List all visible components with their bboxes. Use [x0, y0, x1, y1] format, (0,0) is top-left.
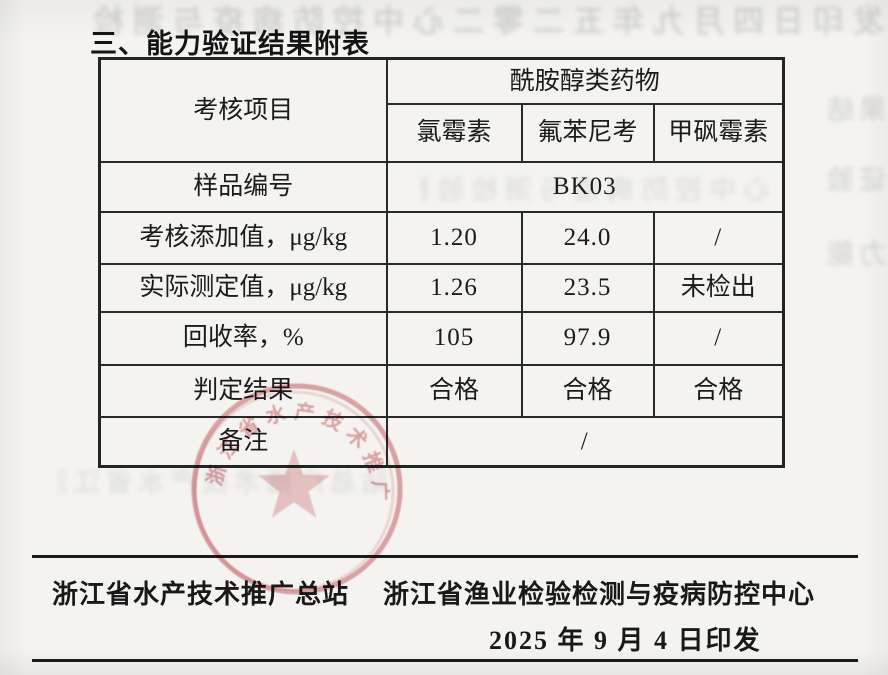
- row-label: 回收率，%: [98, 310, 388, 366]
- row-label: 样品编号: [98, 160, 388, 213]
- org-name-left: 浙江省水产技术推广总站: [52, 580, 350, 609]
- row-label: 实际测定值，μg/kg: [98, 262, 388, 313]
- bleedthrough-text: 力能: [822, 239, 886, 269]
- remarks-cell: /: [385, 415, 785, 468]
- org-name-right: 浙江省渔业检验检测与疫病防控中心: [383, 580, 816, 609]
- table-row-judgement: 判定结果 合格 合格 合格: [98, 363, 785, 418]
- cell-value: 1.20: [385, 210, 523, 265]
- corner-header-cell: 考核项目: [98, 57, 388, 163]
- section-title: 三、能力验证结果附表: [90, 29, 370, 59]
- cell-value: 未检出: [652, 262, 785, 313]
- cell-value: 1.26: [385, 262, 523, 313]
- row-label: 考核添加值，μg/kg: [98, 210, 388, 265]
- column-header-florfenicol: 氟苯尼考: [520, 102, 655, 163]
- table-row-sample-id: 样品编号 BK03: [98, 160, 785, 213]
- cell-value: /: [652, 210, 785, 265]
- cell-value: /: [652, 310, 785, 366]
- issuing-organizations: 浙江省水产技术推广总站 浙江省渔业检验检测与疫病防控中心: [52, 574, 815, 611]
- cell-value: 合格: [385, 363, 523, 418]
- cell-value: 24.0: [520, 210, 655, 265]
- issue-date: 2025 年 9 月 4 日印发: [489, 626, 762, 655]
- results-table: 考核项目 酰胺醇类药物 氯霉素 氟苯尼考 甲砜霉素 样品编号 BK03 考核添加…: [98, 57, 786, 468]
- footer-divider-top: [32, 555, 858, 558]
- cell-value: 105: [385, 310, 523, 366]
- row-label: 备注: [98, 415, 388, 468]
- cell-value: 合格: [520, 363, 655, 418]
- bleedthrough-text: 果结: [822, 95, 886, 125]
- cell-value: 合格: [652, 363, 785, 418]
- footer-divider-bottom: [32, 659, 858, 662]
- drug-class-header-cell: 酰胺醇类药物: [385, 57, 785, 105]
- row-label: 判定结果: [98, 363, 388, 418]
- column-header-thiamphenicol: 甲砜霉素: [652, 102, 785, 163]
- table-row-spiked-value: 考核添加值，μg/kg 1.20 24.0 /: [98, 210, 785, 265]
- bleedthrough-text: 证验: [822, 165, 886, 195]
- table-row-remarks: 备注 /: [98, 415, 785, 468]
- table-row-recovery: 回收率，% 105 97.9 /: [98, 310, 785, 366]
- sample-id-cell: BK03: [385, 160, 785, 213]
- table-row-measured-value: 实际测定值，μg/kg 1.26 23.5 未检出: [98, 262, 785, 313]
- cell-value: 23.5: [520, 262, 655, 313]
- cell-value: 97.9: [520, 310, 655, 366]
- column-header-chloramphenicol: 氯霉素: [385, 102, 523, 163]
